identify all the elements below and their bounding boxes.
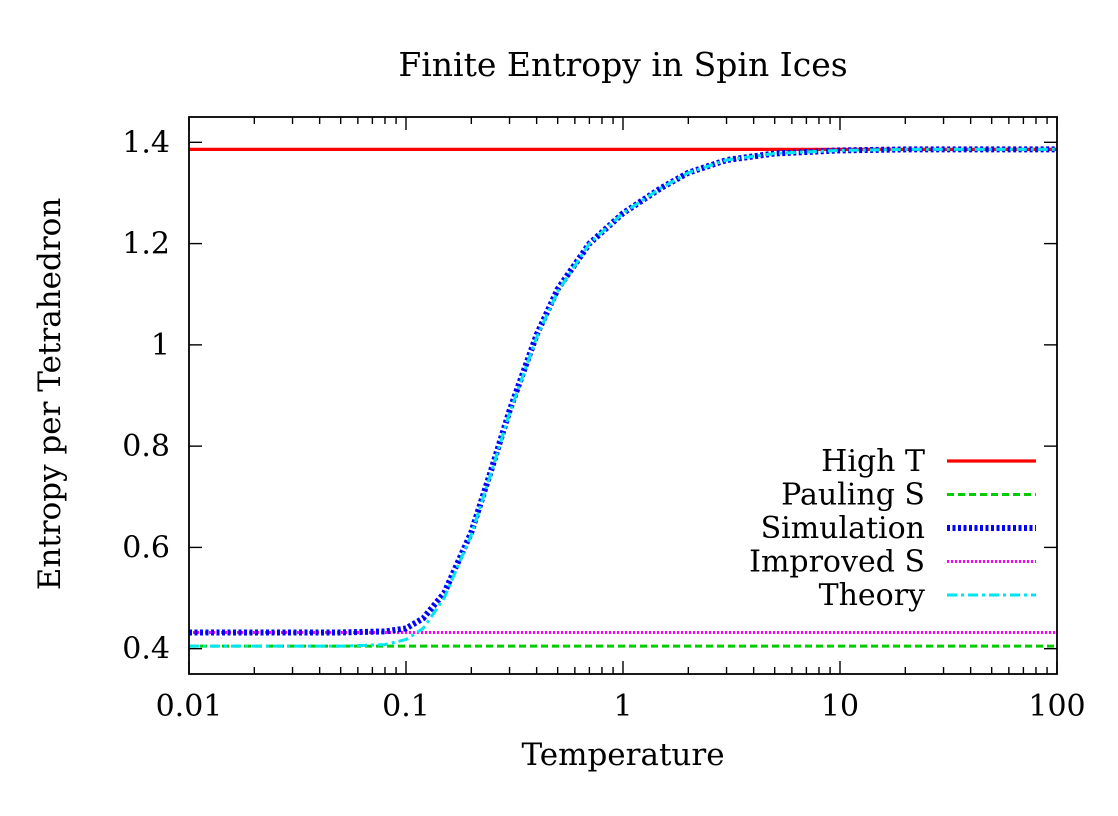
series-line-simulation [189, 146, 1057, 636]
y-tick-label: 1 [151, 328, 170, 363]
legend-label: Theory [819, 578, 925, 613]
tick-labels: 0.01 0.1 1 10 100 0.4 0.6 0.8 1 1.2 1.4 [122, 125, 1085, 724]
y-tick-label: 0.4 [122, 632, 170, 667]
legend-label: Improved S [749, 545, 925, 580]
x-tick-label: 10 [821, 689, 859, 724]
chart-title: Finite Entropy in Spin Ices [398, 45, 847, 84]
legend-label: Simulation [761, 511, 925, 546]
legend-label: High T [821, 444, 925, 479]
y-tick-label: 0.6 [122, 530, 170, 565]
y-axis-label: Entropy per Tetrahedron [32, 198, 68, 591]
axis-ticks [188, 117, 1058, 674]
x-tick-label: 100 [1028, 689, 1085, 724]
y-tick-label: 1.4 [122, 125, 170, 160]
x-tick-label: 0.01 [156, 689, 223, 724]
legend-label: Pauling S [781, 478, 925, 513]
x-axis-label: Temperature [521, 737, 724, 773]
x-tick-label: 0.1 [382, 689, 430, 724]
plot-frame [188, 116, 1058, 675]
series-line-theory [189, 147, 1057, 648]
y-tick-label: 1.2 [122, 227, 170, 262]
x-tick-label: 1 [613, 689, 632, 724]
plot-series [189, 146, 1057, 648]
y-tick-label: 0.8 [122, 429, 170, 464]
